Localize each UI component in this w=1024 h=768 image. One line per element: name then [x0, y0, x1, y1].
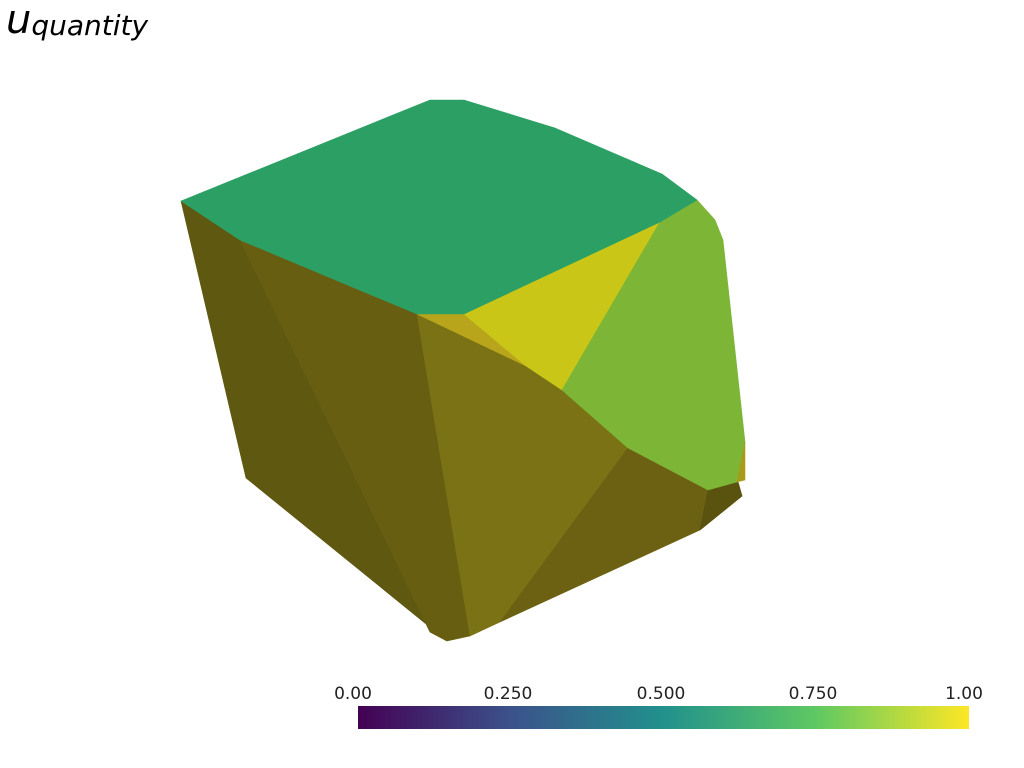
scalar-bar-tick-label: 0.750	[788, 684, 838, 704]
face-top-face	[180, 99, 698, 315]
scalar-bar-gradient	[358, 706, 969, 729]
scalar-bar-tick-label: 0.500	[636, 684, 686, 704]
scalar-bar-tick-label: 0.250	[483, 684, 533, 704]
plot-title: uquantity	[6, 0, 148, 40]
scalar-bar-tick-label: 1.00	[945, 684, 983, 704]
scalar-bar	[358, 706, 969, 729]
title-subscript: quantity	[31, 9, 149, 42]
title-base: u	[6, 0, 32, 43]
mesh	[180, 99, 746, 642]
scalar-bar-tick-label: 0.00	[334, 684, 372, 704]
face-yellow-sliver-right	[736, 441, 746, 483]
